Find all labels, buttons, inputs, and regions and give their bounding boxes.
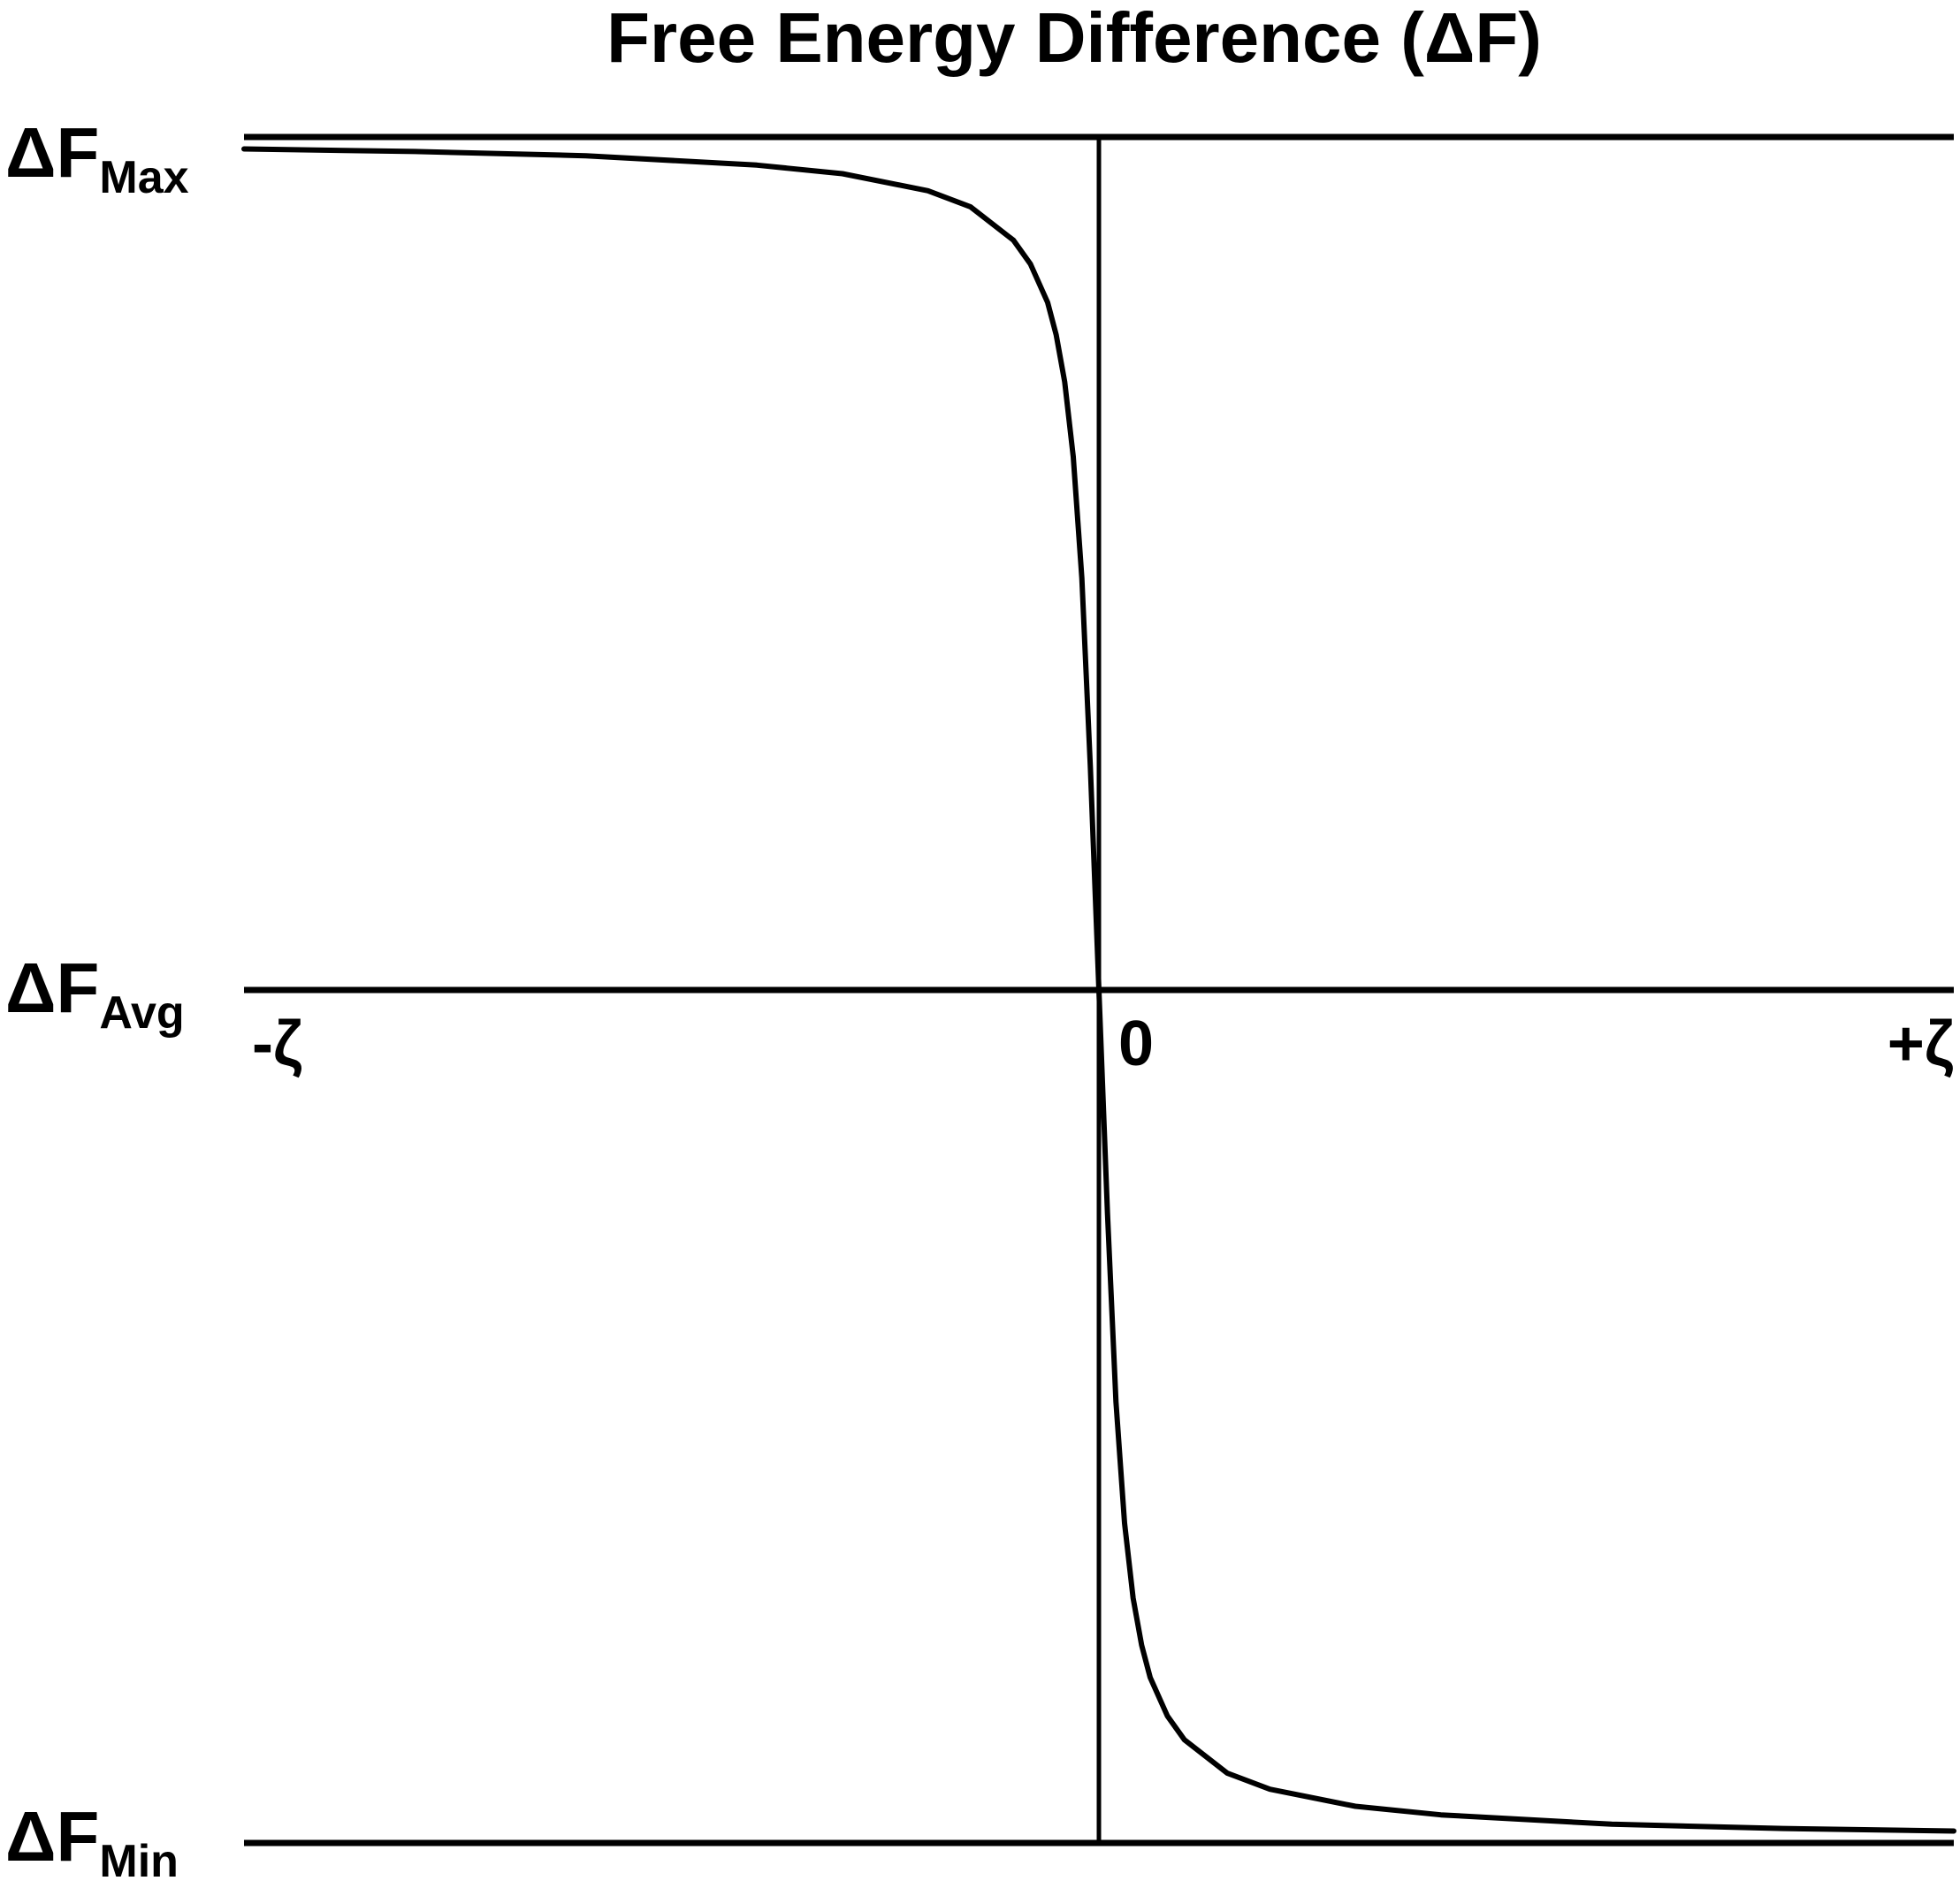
y-level-label-subscript: Avg [99, 987, 184, 1039]
y-level-label-base: ΔF [5, 1797, 99, 1876]
free-energy-curve [241, 146, 1956, 1834]
y-level-label-subscript: Max [99, 152, 188, 203]
x-tick-label: -ζ [252, 1009, 302, 1079]
y-level-label-subscript: Min [99, 1836, 179, 1887]
chart-title: Free Energy Difference (ΔF) [606, 0, 1542, 77]
y-level-label-min: ΔFMin [5, 1797, 179, 1887]
y-level-label-base: ΔF [5, 113, 99, 192]
y-level-label-max: ΔFMax [5, 113, 189, 203]
x-tick-labels: -ζ 0 +ζ [252, 1009, 1954, 1079]
x-tick-label: +ζ [1888, 1009, 1954, 1079]
reference-lines [244, 133, 1954, 1847]
y-level-label-base: ΔF [5, 948, 99, 1027]
x-tick-label: 0 [1118, 1009, 1154, 1079]
y-level-label-avg: ΔFAvg [5, 948, 185, 1039]
